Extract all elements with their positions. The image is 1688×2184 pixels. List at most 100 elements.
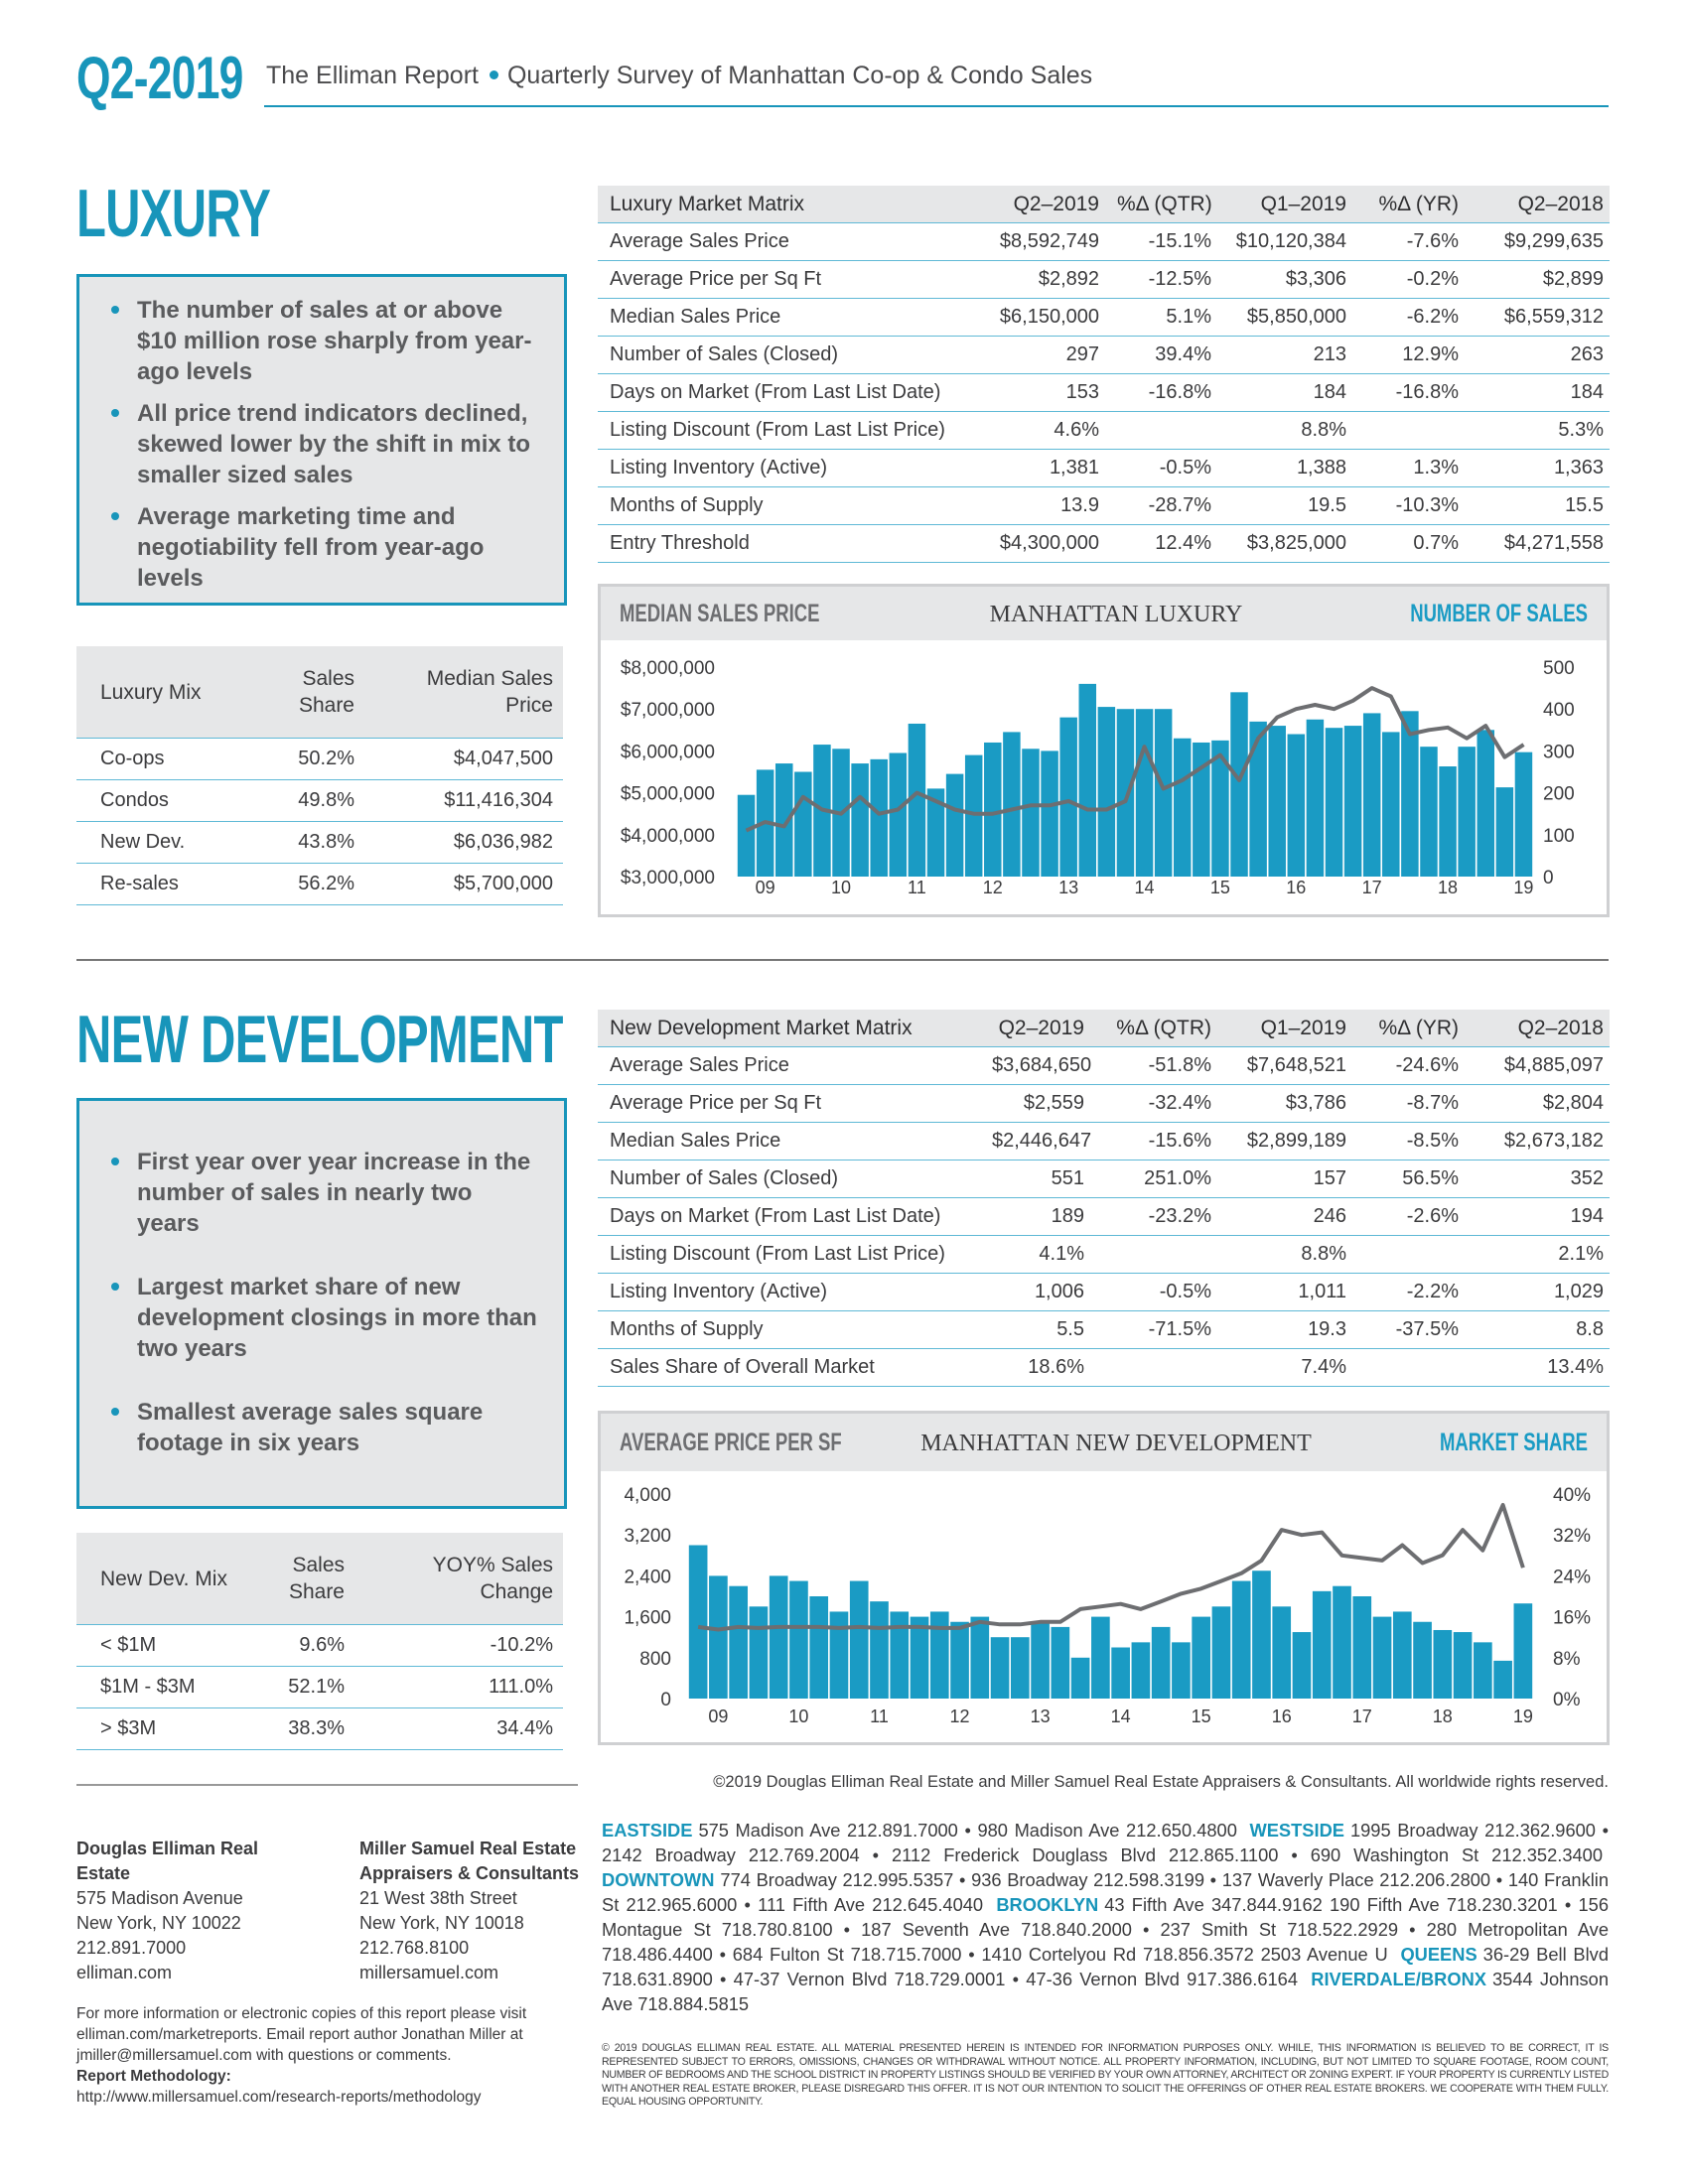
mix-table: Luxury Mix Sales Share Median Sales Price C… [76,646,563,905]
row-label: Average Sales Price [598,1046,980,1085]
cell: 18.6% [980,1348,1090,1387]
bar [1111,1647,1130,1699]
cell: 8.8 [1465,1310,1610,1349]
row-label: Median Sales Price [598,1122,980,1160]
bar [1211,740,1229,877]
bar [1382,732,1400,877]
table-row: Number of Sales (Closed) 551 251.0% 157 56.5… [598,1160,1610,1198]
bar [789,1580,808,1699]
y-tick-label: $7,000,000 [621,700,715,721]
table-row: Listing Inventory (Active) 1,381 -0.5% 1,38… [598,449,1610,487]
row-label: Months of Supply [598,486,980,525]
cell: $3,684,650 [980,1046,1091,1085]
cell: 19.5 [1217,486,1352,525]
row-label: Listing Discount (From Last List Price) [598,1235,980,1274]
bar [1392,1611,1412,1699]
row-label: Condos [76,779,245,822]
office-list: EASTSIDE 575 Madison Ave 212.891.7000 • 9… [602,1818,1609,2016]
cell: 4.1% [980,1235,1090,1274]
bar [910,1616,929,1699]
x-tick-label: 19 [1513,878,1533,897]
contact-line: New York, NY 10022 [76,1913,241,1933]
bar [1343,726,1362,877]
cell: 2.1% [1465,1235,1610,1274]
bar [1031,1621,1050,1699]
bar [1051,1626,1070,1699]
x-tick-label: 16 [1272,1706,1292,1726]
cell: $2,559 [980,1084,1090,1123]
row-label: Entry Threshold [598,524,980,563]
cell: $4,271,558 [1465,524,1610,563]
row-label: Listing Inventory (Active) [598,449,980,487]
cell: 251.0% [1090,1160,1217,1198]
cell: 1,381 [980,449,1105,487]
x-tick-label: 11 [908,878,926,897]
bar [1352,1596,1372,1699]
cell: 297 [980,336,1105,374]
x-tick-label: 09 [756,878,775,897]
table-row: Days on Market (From Last List Date) 189-… [598,1197,1610,1236]
office-region: WESTSIDE [1249,1820,1344,1841]
table-row: Sales Share of Overall Market 18.6% 7.4% 13… [598,1348,1610,1387]
bar [1116,709,1135,877]
highlights-box: The number of sales at or above $10 mill… [76,274,567,606]
header-row: Luxury Market Matrix Q2–2019 %Δ (QTR) Q1–20… [598,186,1610,223]
table-head: New Development Market Matrix Q2–2019 %Δ (… [598,1010,1610,1047]
header-row: New Dev. Mix Sales Share YOY% Sales Change [76,1533,563,1625]
y-tick-label: $3,000,000 [621,868,715,888]
cell: -28.7% [1105,486,1217,525]
cell: -51.8% [1090,1046,1217,1085]
line [697,1503,1525,1632]
contact-line: New York, NY 10018 [359,1913,524,1933]
cell: 184 [1217,373,1352,412]
cell: 213 [1217,336,1352,374]
y2-tick-label: 400 [1543,700,1575,721]
bar [769,1575,788,1699]
table-body: Average Sales Price $3,684,650 -51.8% $7,64… [598,1046,1610,1387]
table-row: Co-ops 50.2% $4,047,500 [76,738,563,780]
bar [1173,738,1192,877]
bar [1211,1606,1231,1699]
office-addresses: 43 Fifth Ave 347.844.9162 190 Fifth Ave … [602,1894,1609,1965]
bar [851,763,869,877]
table-row: Months of Supply 5.5 -71.5% 19.3 -37.5% 8.8 [598,1310,1610,1349]
row-label: New Dev. [76,821,245,864]
cell: $4,885,097 [1465,1046,1610,1085]
row-label: > $3M [76,1707,245,1750]
methodology-url[interactable]: http://www.millersamuel.com/research-rep… [76,2089,482,2106]
cell: $5,850,000 [1217,298,1352,337]
cell [1090,1348,1217,1387]
cell: -32.4% [1090,1084,1217,1123]
bar [945,773,964,877]
separator-dot [489,69,498,79]
cell: -16.8% [1352,373,1465,412]
office-region: RIVERDALE/BRONX [1311,1969,1486,1989]
office-addresses: 1995 Broadway 212.362.9600 • 2142 Broadw… [602,1820,1609,1865]
bullet: Smallest average sales square footage in… [111,1397,540,1458]
bar [1003,732,1021,877]
x-tick-label: 09 [708,1706,728,1726]
bar [709,1575,728,1699]
bar [1135,709,1154,877]
bar [889,752,908,877]
cell: 52.1% [245,1666,354,1708]
x-tick-label: 18 [1438,878,1458,897]
table-row: Listing Discount (From Last List Price) 4… [598,411,1610,450]
report-header: The Elliman Report Quarterly Survey of Ma… [266,62,1092,90]
bar [1513,1603,1533,1699]
table-head: Luxury Mix Sales Share Median Sales Price [76,646,563,739]
cell: 194 [1465,1197,1610,1236]
header-cell: Q2–2019 [980,1010,1090,1047]
header-rule [264,105,1609,107]
header-cell: New Development Market Matrix [598,1010,980,1047]
x-tick-label: 14 [1135,878,1155,897]
row-label: Average Sales Price [598,222,980,261]
footer-rule [76,1784,578,1786]
header-cell: Sales Share [245,646,364,739]
table-body: Average Sales Price $8,592,749 -15.1% $10,1… [598,222,1610,563]
table-row: Median Sales Price $6,150,000 5.1% $5,850,0… [598,298,1610,337]
bar [890,1611,910,1699]
cell: 1,006 [980,1273,1090,1311]
x-tick-label: 13 [1058,878,1078,897]
x-tick-label: 10 [788,1706,808,1726]
